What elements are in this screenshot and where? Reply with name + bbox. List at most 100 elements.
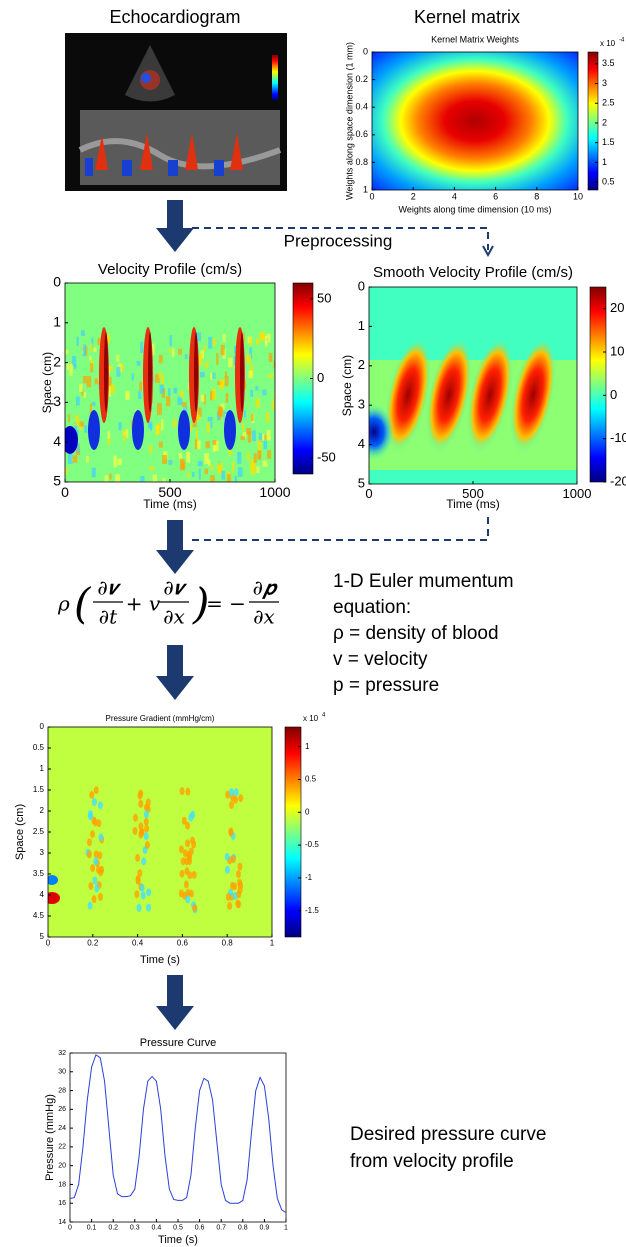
- speckle: [140, 341, 144, 353]
- spot: [90, 830, 96, 839]
- spot: [190, 836, 196, 845]
- speckle: [72, 455, 78, 463]
- colorbar-tick-label: 0: [305, 807, 310, 816]
- speckle: [123, 429, 126, 442]
- conclusion: Desired pressure curve: [350, 1124, 546, 1145]
- speckle: [155, 423, 161, 436]
- speckle: [68, 453, 73, 464]
- y-axis-label: Pressure (mmHg): [44, 1094, 56, 1181]
- kernel-heatmap: [372, 52, 578, 190]
- spot: [133, 813, 139, 822]
- spot: [145, 798, 151, 807]
- speckle: [109, 473, 112, 480]
- spot: [225, 790, 231, 799]
- spot: [191, 870, 197, 879]
- speckle: [217, 406, 222, 417]
- spot: [136, 903, 142, 912]
- speckle: [258, 433, 263, 442]
- speckle: [162, 454, 168, 465]
- colorbar-tick-label: 1: [602, 157, 607, 167]
- x-tick-label: 0.9: [260, 1224, 270, 1231]
- speckle: [203, 345, 207, 351]
- blob: [426, 338, 472, 452]
- y-tick-label: 22: [58, 1144, 66, 1151]
- colorbar-tick-label: -0.5: [305, 840, 319, 849]
- speckle: [273, 393, 275, 404]
- chart-title: Smooth Velocity Profile (cm/s): [373, 264, 573, 281]
- speckle: [234, 476, 238, 482]
- spot: [238, 881, 244, 890]
- speckle: [83, 391, 86, 399]
- speckle: [159, 384, 164, 394]
- speckle: [225, 392, 229, 403]
- x-tick-label: 1: [284, 1224, 288, 1231]
- speckle: [79, 383, 83, 392]
- streak: [240, 332, 244, 412]
- y-tick-label: 3: [53, 393, 61, 409]
- paren: ): [192, 579, 209, 628]
- colorbar-tick-label: 3: [602, 78, 607, 88]
- speckle: [178, 452, 183, 459]
- speckle: [171, 348, 175, 358]
- speckle: [168, 348, 172, 353]
- speckle: [210, 421, 213, 429]
- speckle: [268, 353, 273, 363]
- preprocessing-label: Preprocessing: [284, 231, 393, 250]
- speckle: [178, 348, 182, 355]
- y-tick-label: 0.4: [355, 102, 368, 112]
- speckle: [66, 362, 70, 370]
- y-tick-label: 16: [58, 1200, 66, 1207]
- spot: [144, 841, 150, 850]
- x-tick-label: 1000: [563, 486, 592, 501]
- colorbar: [589, 286, 607, 483]
- spot: [97, 892, 103, 901]
- note-line: p = pressure: [333, 675, 439, 696]
- y-tick-label: 1: [40, 764, 45, 773]
- speckle: [259, 333, 265, 340]
- spot: [93, 786, 99, 795]
- speckle: [210, 464, 214, 471]
- spot: [143, 832, 149, 841]
- pressure-line: [69, 1054, 287, 1214]
- speckle: [224, 376, 229, 387]
- speckle: [190, 424, 193, 432]
- y-tick-label: 1: [53, 314, 61, 330]
- speckle: [91, 467, 96, 478]
- y-tick-label: 3: [358, 397, 365, 412]
- y-tick-label: 30: [58, 1069, 66, 1076]
- streak: [148, 332, 152, 412]
- spot: [185, 787, 191, 796]
- speckle: [158, 354, 163, 364]
- speckle: [196, 440, 201, 450]
- x-axis-label: Time (ms): [446, 497, 500, 511]
- y-axis-label: Space (cm): [14, 804, 26, 860]
- x-tick-label: 0.6: [195, 1224, 205, 1231]
- colorbar-tick-label: -20: [610, 473, 626, 488]
- speckle: [222, 333, 226, 343]
- spot: [185, 821, 191, 830]
- speckle: [118, 422, 122, 431]
- blob: [467, 338, 513, 452]
- speckle: [172, 418, 177, 428]
- y-tick-label: 32: [58, 1050, 66, 1057]
- speckle: [92, 401, 96, 406]
- speckle: [195, 428, 198, 440]
- y-tick-label: 24: [58, 1125, 66, 1132]
- speckle: [149, 445, 153, 454]
- speckle: [273, 360, 275, 369]
- colorbar-tick-label: 1.5: [602, 137, 615, 147]
- spot: [86, 850, 92, 859]
- spot: [178, 889, 184, 898]
- spot: [235, 870, 241, 879]
- speckle: [207, 416, 213, 422]
- spot: [141, 857, 147, 866]
- spot: [88, 881, 94, 890]
- speckle: [211, 338, 216, 346]
- speckle: [196, 332, 202, 342]
- blob: [385, 338, 431, 452]
- speckle: [149, 466, 154, 471]
- x-tick-label: 0.2: [108, 1224, 118, 1231]
- spot: [143, 817, 149, 826]
- speckle: [116, 354, 120, 362]
- speckle: [246, 354, 251, 364]
